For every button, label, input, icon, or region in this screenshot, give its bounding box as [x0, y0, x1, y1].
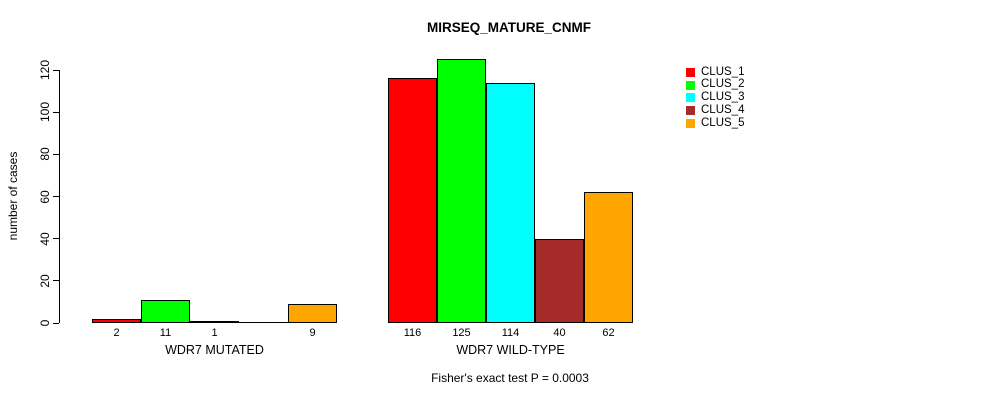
bar-clus_2-wildtype — [437, 59, 486, 323]
bar-clus_4-mutated — [239, 322, 288, 323]
bar-value-label: 9 — [309, 327, 316, 339]
bar-value-label: 40 — [553, 327, 566, 339]
y-axis-line — [59, 70, 60, 323]
y-tick-label: 60 — [38, 189, 52, 204]
y-tick-mark — [53, 153, 59, 155]
legend-label: CLUS_4 — [701, 104, 745, 117]
bar-value-label: 62 — [602, 327, 615, 339]
legend: CLUS_1 CLUS_2 CLUS_3 CLUS_4 CLUS_5 — [686, 66, 744, 130]
legend-item-clus_1: CLUS_1 — [686, 66, 744, 79]
bar-clus_4-wildtype — [535, 239, 584, 323]
bar-clus_3-mutated — [190, 321, 239, 323]
legend-item-clus_2: CLUS_2 — [686, 79, 744, 92]
y-tick-mark — [53, 111, 59, 113]
bar-clus_5-wildtype — [584, 192, 633, 323]
bar-clus_5-mutated — [288, 304, 337, 323]
y-tick-label: 0 — [38, 319, 52, 327]
legend-label: CLUS_2 — [701, 78, 745, 91]
bar-clus_2-mutated — [141, 300, 190, 323]
legend-swatch-clus_2 — [686, 80, 695, 90]
p-value-note: Fisher's exact test P = 0.0003 — [431, 371, 589, 385]
y-tick-label: 20 — [38, 274, 52, 288]
bar-value-label: 116 — [403, 327, 422, 339]
y-tick-mark — [53, 280, 59, 282]
x-group-label-wildtype: WDR7 WILD-TYPE — [456, 343, 565, 357]
bar-clus_1-wildtype — [388, 78, 437, 323]
chart-title: MIRSEQ_MATURE_CNMF — [426, 20, 592, 35]
y-tick-mark — [53, 196, 59, 197]
legend-swatch-clus_1 — [686, 67, 695, 77]
y-tick-label: 120 — [38, 59, 52, 81]
bar-value-label: 1 — [211, 327, 218, 339]
bar-clus_3-wildtype — [486, 83, 535, 323]
legend-swatch-clus_3 — [686, 93, 695, 103]
bar-value-label: 2 — [113, 327, 120, 339]
bar-value-label: 114 — [501, 327, 520, 339]
x-group-label-mutated: WDR7 MUTATED — [165, 343, 264, 357]
bar-value-label: 11 — [159, 327, 172, 339]
y-tick-label: 40 — [38, 231, 52, 246]
y-axis-label: number of cases — [6, 151, 20, 241]
legend-swatch-clus_4 — [686, 106, 695, 116]
legend-item-clus_3: CLUS_3 — [686, 92, 744, 105]
legend-label: CLUS_5 — [701, 116, 745, 129]
y-tick-label: 80 — [38, 147, 52, 162]
bar-value-label: 125 — [452, 327, 471, 339]
y-tick-mark — [53, 238, 59, 240]
bar-clus_1-mutated — [92, 319, 141, 323]
y-tick-mark — [53, 69, 59, 71]
legend-item-clus_4: CLUS_4 — [686, 104, 744, 117]
legend-label: CLUS_3 — [701, 91, 745, 104]
legend-label: CLUS_1 — [701, 65, 745, 78]
legend-item-clus_5: CLUS_5 — [686, 117, 744, 130]
y-tick-label: 100 — [38, 102, 52, 123]
legend-swatch-clus_5 — [686, 119, 695, 129]
y-tick-mark — [53, 322, 59, 324]
